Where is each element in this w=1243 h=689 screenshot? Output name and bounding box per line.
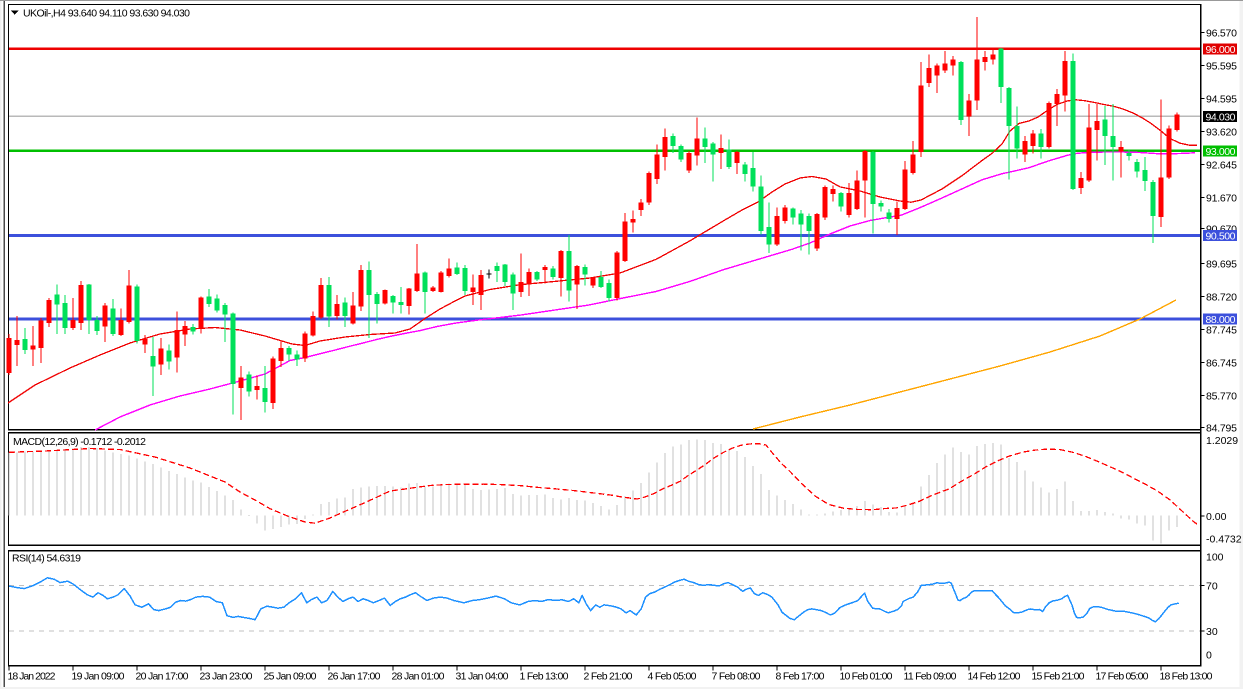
svg-text:84.795: 84.795 [1206, 422, 1237, 434]
svg-text:20 Jan 17:00: 20 Jan 17:00 [136, 671, 189, 683]
svg-text:MACD(12,26,9) -0.1712 -0.2012: MACD(12,26,9) -0.1712 -0.2012 [13, 436, 146, 448]
svg-text:0: 0 [1206, 650, 1212, 662]
svg-text:88.000: 88.000 [1206, 314, 1236, 326]
svg-text:31 Jan 04:00: 31 Jan 04:00 [456, 671, 509, 683]
svg-text:18 Jan 2022: 18 Jan 2022 [8, 671, 56, 683]
svg-text:25 Jan 09:00: 25 Jan 09:00 [264, 671, 317, 683]
svg-text:96.570: 96.570 [1206, 27, 1237, 39]
svg-text:70: 70 [1206, 580, 1218, 592]
svg-text:19 Jan 09:00: 19 Jan 09:00 [72, 671, 125, 683]
svg-text:89.695: 89.695 [1206, 258, 1237, 270]
svg-text:93.620: 93.620 [1206, 126, 1237, 138]
svg-text:18 Feb 13:00: 18 Feb 13:00 [1160, 671, 1213, 683]
svg-text:94.030: 94.030 [1206, 112, 1236, 124]
svg-text:87.745: 87.745 [1206, 324, 1237, 336]
svg-text:15 Feb 21:00: 15 Feb 21:00 [1032, 671, 1085, 683]
svg-text:2 Feb 21:00: 2 Feb 21:00 [584, 671, 633, 683]
svg-text:91.670: 91.670 [1206, 192, 1237, 204]
svg-text:17 Feb 05:00: 17 Feb 05:00 [1096, 671, 1149, 683]
svg-text:92.645: 92.645 [1206, 159, 1237, 171]
svg-text:96.000: 96.000 [1206, 44, 1236, 56]
svg-text:85.770: 85.770 [1206, 390, 1237, 402]
svg-text:RSI(14) 54.6319: RSI(14) 54.6319 [12, 553, 81, 565]
svg-text:-0.4732: -0.4732 [1206, 534, 1242, 546]
svg-text:14 Feb 12:00: 14 Feb 12:00 [968, 671, 1021, 683]
svg-text:28 Jan 01:00: 28 Jan 01:00 [392, 671, 445, 683]
svg-text:26 Jan 17:00: 26 Jan 17:00 [328, 671, 381, 683]
svg-text:10 Feb 01:00: 10 Feb 01:00 [840, 671, 893, 683]
svg-text:7 Feb 08:00: 7 Feb 08:00 [712, 671, 761, 683]
svg-text:100: 100 [1206, 552, 1224, 564]
svg-text:1 Feb 13:00: 1 Feb 13:00 [520, 671, 569, 683]
svg-text:95.595: 95.595 [1206, 60, 1237, 72]
svg-text:93.000: 93.000 [1206, 146, 1236, 158]
svg-text:90.500: 90.500 [1206, 230, 1236, 242]
svg-text:4 Feb 05:00: 4 Feb 05:00 [648, 671, 697, 683]
svg-text:11 Feb 09:00: 11 Feb 09:00 [904, 671, 957, 683]
svg-text:0.00: 0.00 [1206, 511, 1227, 523]
svg-text:UKOil-,H4 93.640 94.110 93.63: UKOil-,H4 93.640 94.110 93.630 94.030 [23, 8, 190, 20]
svg-text:86.745: 86.745 [1206, 357, 1237, 369]
svg-text:88.720: 88.720 [1206, 291, 1237, 303]
svg-text:1.2029: 1.2029 [1206, 435, 1238, 447]
svg-text:23 Jan 23:00: 23 Jan 23:00 [200, 671, 253, 683]
svg-text:94.595: 94.595 [1206, 93, 1237, 105]
svg-text:30: 30 [1206, 626, 1218, 638]
svg-text:8 Feb 17:00: 8 Feb 17:00 [776, 671, 825, 683]
